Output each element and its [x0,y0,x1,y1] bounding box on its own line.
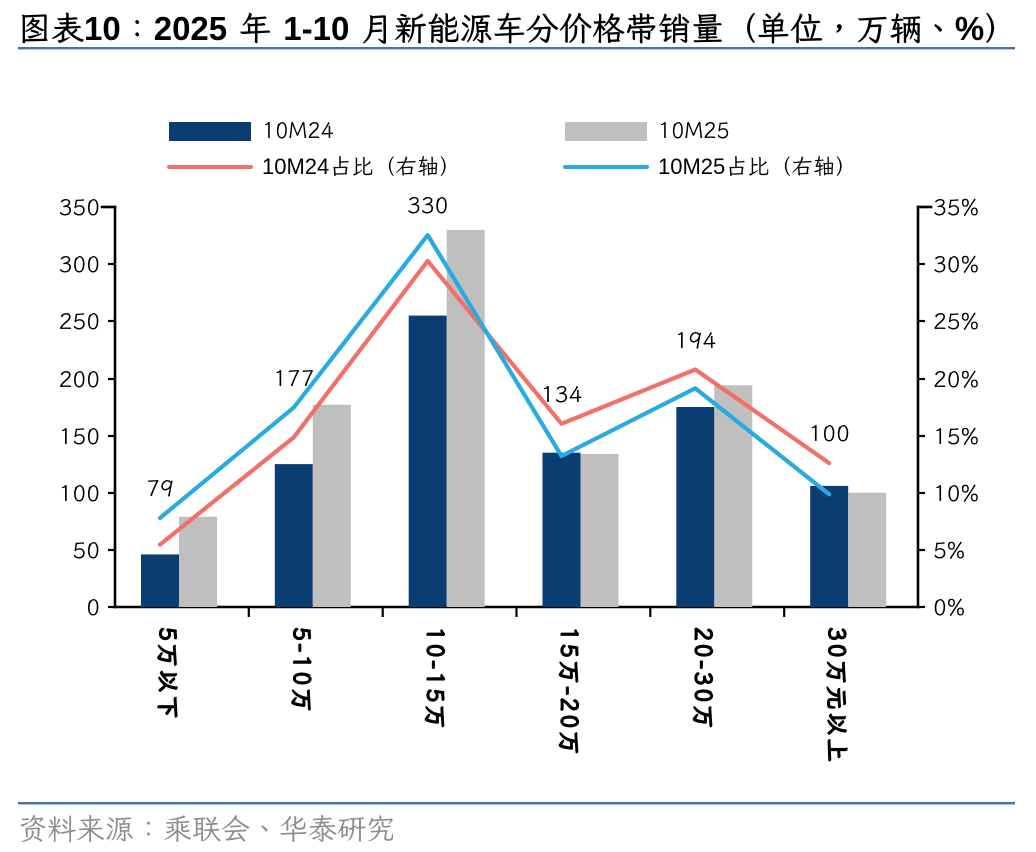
svg-text:20%: 20% [933,363,979,394]
svg-text:100: 100 [808,417,849,448]
svg-text:350: 350 [59,191,100,222]
svg-text:50: 50 [72,534,100,565]
svg-text:100: 100 [59,477,100,508]
svg-text:10%: 10% [933,477,979,508]
svg-text:图表10：2025 年 1-10 月新能源车分价格带销量（单: 图表10：2025 年 1-10 月新能源车分价格带销量（单位，万辆、%） [18,7,1017,50]
svg-text:330: 330 [407,189,448,220]
svg-text:10M24占比（右轴）: 10M24占比（右轴） [262,152,461,181]
svg-text:10M25: 10M25 [658,116,730,145]
svg-text:30万元以上: 30万元以上 [822,627,853,765]
svg-text:0: 0 [86,591,100,622]
svg-text:200: 200 [59,363,100,394]
svg-text:30%: 30% [933,248,979,279]
svg-text:177: 177 [273,362,314,393]
svg-text:150: 150 [59,420,100,451]
svg-text:10-15万: 10-15万 [421,627,452,731]
svg-text:5%: 5% [933,534,965,565]
svg-text:5万以下: 5万以下 [153,627,184,722]
svg-text:20-30万: 20-30万 [688,627,719,731]
svg-text:250: 250 [59,305,100,336]
svg-text:79: 79 [146,472,174,503]
svg-text:15万-20万: 15万-20万 [555,627,586,757]
svg-text:300: 300 [59,248,100,279]
svg-text:10M25占比（右轴）: 10M25占比（右轴） [658,152,857,181]
svg-text:0%: 0% [933,591,965,622]
svg-text:资料来源：乘联会、华泰研究: 资料来源：乘联会、华泰研究 [18,810,395,848]
svg-text:194: 194 [675,324,717,355]
svg-text:15%: 15% [933,420,979,451]
svg-text:35%: 35% [933,191,979,222]
svg-text:5-10万: 5-10万 [287,627,318,714]
svg-text:10M24: 10M24 [262,116,334,145]
svg-text:25%: 25% [933,305,979,336]
svg-text:134: 134 [541,378,583,409]
